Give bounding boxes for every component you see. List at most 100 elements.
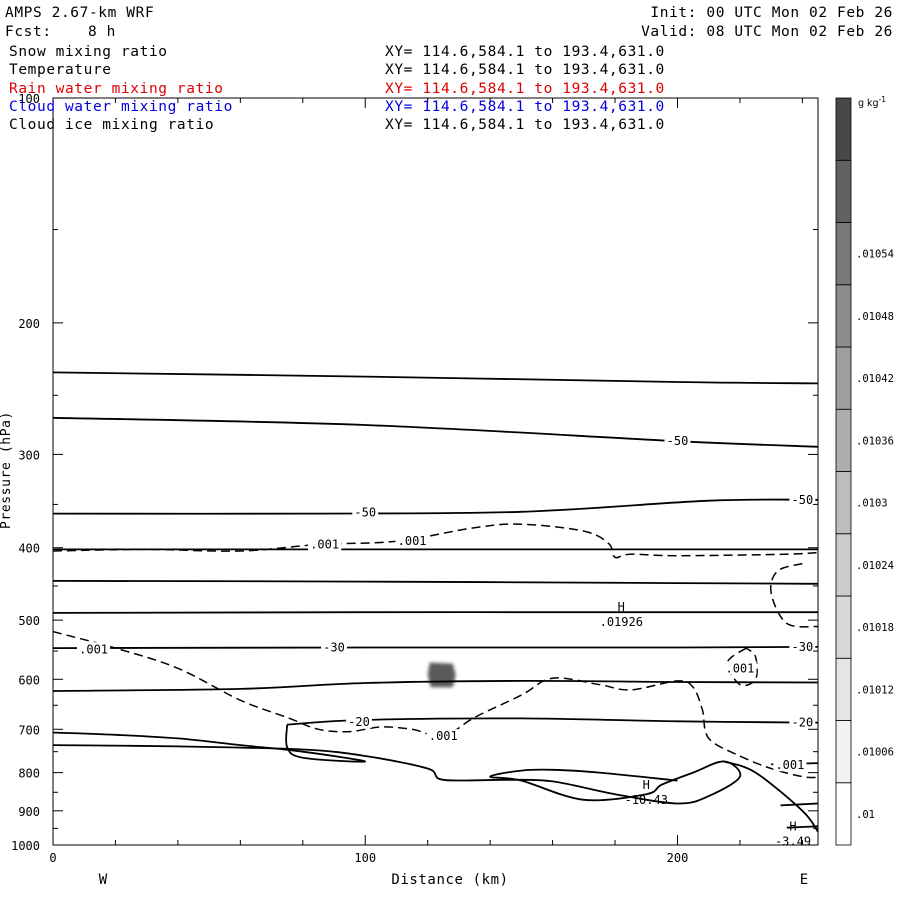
isotherm-4 <box>53 580 818 585</box>
colorbar-label-8: .01048 <box>856 311 894 323</box>
colorbar-bin-6 <box>835 408 852 472</box>
header-fcst-label: Fcst: <box>5 24 52 40</box>
y-axis-label: Pressure (hPa) <box>0 411 14 529</box>
plot-area: -50 -50 -50 -30 -30 -20 -20 .001 .001 .001 .001 .00… <box>0 92 819 888</box>
temperature-label-2: -50 <box>792 493 814 507</box>
colorbar-unit: g kg-1 <box>858 95 886 109</box>
isotherm-2 <box>53 498 818 515</box>
colorbar-bin-5 <box>835 471 852 535</box>
y-tick-label-5: 600 <box>18 673 40 687</box>
header-model: AMPS 2.67-km WRF <box>5 5 155 21</box>
high-value-2: -3.49 <box>775 834 811 848</box>
high-value-0: .01926 <box>600 615 643 629</box>
isotherm-13 <box>780 802 818 807</box>
isotherm-14 <box>786 825 818 829</box>
header-fcst-value: 8 h <box>88 24 116 40</box>
isotherm-1 <box>53 416 818 448</box>
field-xy-3: XY= 114.6,584.1 to 193.4,631.0 <box>385 98 665 115</box>
isotherm-5 <box>53 611 818 614</box>
y-tick-label-6: 700 <box>18 723 40 737</box>
colorbar-bin-7 <box>835 346 852 410</box>
x-tick-label-0: 0 <box>49 851 56 865</box>
snow-label-4: .001 <box>725 661 754 675</box>
snow-label-5-bg <box>773 758 807 772</box>
snow-contour-3 <box>726 647 758 687</box>
isotherm-11 <box>724 760 818 833</box>
colorbar-label-9: .01054 <box>856 249 894 261</box>
snow-label-1: .001 <box>398 534 427 548</box>
temperature-label-3-bg <box>321 640 347 654</box>
temperature-label-5-bg <box>346 714 372 728</box>
colorbar-label-6: .01036 <box>856 435 894 447</box>
colorbar-bin-3 <box>835 595 852 659</box>
temperature-label-4-bg <box>789 639 816 653</box>
temperature-label-1-bg <box>664 434 691 448</box>
colorbar-label-2: .01012 <box>856 684 894 696</box>
snow-label-5: .001 <box>775 758 804 772</box>
cloud-ice-patch <box>427 662 456 688</box>
isotherm-10 <box>53 744 742 805</box>
temperature-label-6: -20 <box>792 716 814 730</box>
temperature-label-2-bg <box>789 492 816 506</box>
isotherm-7 <box>53 679 818 692</box>
x-tick-label-2: 200 <box>667 851 689 865</box>
field-name-3: Cloud water mixing ratio <box>9 98 233 115</box>
east-label: E <box>800 872 808 888</box>
colorbar-bin-1 <box>835 720 852 784</box>
high-symbol-0: H <box>618 600 625 614</box>
temperature-label-0: -50 <box>354 506 376 520</box>
isotherm-6 <box>53 646 818 649</box>
colorbar-bin-9 <box>835 222 852 286</box>
snow-contour-1 <box>53 630 818 779</box>
y-tick-label-2: 300 <box>18 448 40 462</box>
snow-label-4-bg <box>723 661 757 675</box>
header-valid: Valid: 08 UTC Mon 02 Feb 26 <box>641 24 893 40</box>
high-symbol-1: H <box>643 778 650 792</box>
temperature-label-3: -30 <box>323 640 345 654</box>
snow-label-2: .001 <box>79 642 108 656</box>
colorbar-bin-8 <box>835 284 852 348</box>
y-tick-label-0: 100 <box>18 92 40 106</box>
snow-label-1-bg <box>395 534 429 548</box>
field-xy-2: XY= 114.6,584.1 to 193.4,631.0 <box>385 80 665 97</box>
y-tick-label-9: 1000 <box>11 839 40 853</box>
high-value-1: -10.43 <box>625 793 668 807</box>
x-axis-label: Distance (km) <box>391 872 508 888</box>
colorbar-label-0: .01 <box>856 809 875 821</box>
snow-label-3-bg <box>426 729 460 743</box>
isotherm-0 <box>53 371 818 385</box>
colorbar: .01 .01006 .01012 .01018 .01024 .0103 .01036 .0… <box>835 95 894 846</box>
field-name-1: Temperature <box>9 62 112 79</box>
field-name-0: Snow mixing ratio <box>9 44 168 60</box>
y-tick-label-3: 400 <box>18 542 40 556</box>
snow-label-2-bg <box>76 642 111 656</box>
colorbar-label-3: .01018 <box>856 622 894 634</box>
field-xy-1: XY= 114.6,584.1 to 193.4,631.0 <box>385 62 665 79</box>
colorbar-bin-11 <box>835 97 852 161</box>
colorbar-bin-0 <box>835 782 852 846</box>
snow-label-3: .001 <box>429 729 458 743</box>
isotherm-9 <box>53 724 367 763</box>
temperature-label-6-bg <box>789 715 816 729</box>
colorbar-label-4: .01024 <box>856 560 894 572</box>
temperature-label-4: -30 <box>792 640 814 654</box>
colorbar-label-7: .01042 <box>856 373 894 385</box>
snow-label-0-bg <box>308 537 342 551</box>
snow-contour-2 <box>770 562 818 628</box>
temperature-label-1: -50 <box>667 434 689 448</box>
snow-contour-0 <box>53 523 818 559</box>
snow-label-0: .001 <box>310 537 339 551</box>
colorbar-bin-10 <box>835 159 852 223</box>
colorbar-bin-4 <box>835 533 852 597</box>
field-xy-0: XY= 114.6,584.1 to 193.4,631.0 <box>385 44 665 60</box>
field-name-2: Rain water mixing ratio <box>9 80 224 97</box>
x-tick-label-1: 100 <box>354 851 376 865</box>
field-xy-4: XY= 114.6,584.1 to 193.4,631.0 <box>385 117 665 134</box>
high-symbol-2: H <box>789 819 796 833</box>
colorbar-label-1: .01006 <box>856 747 894 759</box>
header-init: Init: 00 UTC Mon 02 Feb 26 <box>650 5 893 21</box>
plot-frame <box>52 97 819 846</box>
field-name-4: Cloud ice mixing ratio <box>9 117 215 134</box>
y-tick-label-1: 200 <box>18 317 40 331</box>
